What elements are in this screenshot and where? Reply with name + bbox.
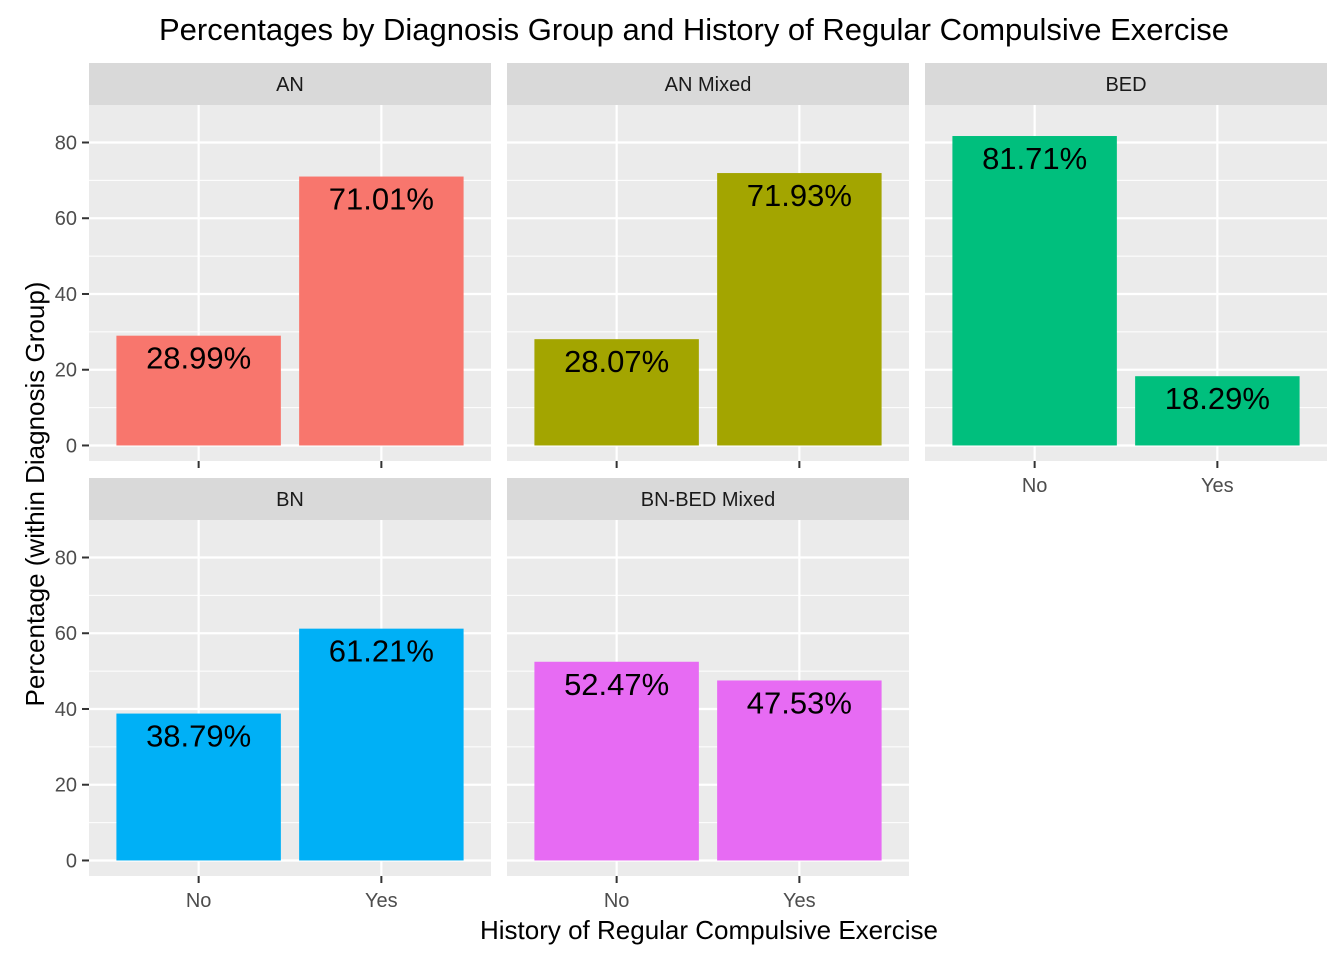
bar-no (116, 335, 281, 446)
bar-yes (717, 173, 882, 446)
bar-value-label: 18.29% (1165, 381, 1270, 416)
bar-no (116, 713, 281, 861)
y-tick-label: 20 (55, 775, 77, 797)
x-tick-label: No (186, 890, 212, 912)
panel-bed: BED 81.71% 18.29% No Yes (925, 63, 1327, 497)
bar-value-label: 71.01% (329, 182, 434, 217)
y-tick-label: 80 (55, 132, 77, 154)
strip-background (89, 478, 491, 520)
strip-label: BED (1105, 74, 1146, 96)
y-tick-label: 20 (55, 360, 77, 382)
bar-value-label: 52.47% (564, 667, 669, 702)
panel-bn: BN 38.79% 61.21% 0 20 40 60 80 No Yes (55, 478, 491, 912)
strip-background (507, 63, 909, 105)
panel-bn-bed-mixed: BN-BED Mixed 52.47% 47.53% No Yes (507, 478, 909, 912)
bar-value-label: 28.07% (564, 344, 669, 379)
strip-label: AN Mixed (665, 74, 752, 96)
y-tick-label: 80 (55, 547, 77, 569)
panel-an-mixed: AN Mixed 28.07% 71.93% (507, 63, 909, 468)
bar-value-label: 28.99% (146, 341, 251, 376)
bar-yes (717, 680, 882, 861)
x-tick-label: Yes (783, 890, 816, 912)
bar-yes (299, 176, 464, 446)
y-tick-label: 0 (66, 850, 77, 872)
bar-value-label: 38.79% (146, 719, 251, 754)
x-axis-title: History of Regular Compulsive Exercise (480, 915, 938, 945)
x-tick-label: Yes (365, 890, 398, 912)
x-tick-label: No (1022, 475, 1048, 497)
y-tick-label: 60 (55, 208, 77, 230)
strip-label: BN-BED Mixed (641, 489, 775, 511)
bar-yes (1135, 376, 1300, 446)
strip-label: BN (276, 489, 304, 511)
y-axis-title: Percentage (within Diagnosis Group) (20, 282, 50, 707)
strip-background (507, 478, 909, 520)
x-tick-label: No (604, 890, 630, 912)
bar-value-label: 61.21% (329, 634, 434, 669)
chart-title: Percentages by Diagnosis Group and Histo… (159, 12, 1229, 47)
x-tick-label: Yes (1201, 475, 1234, 497)
strip-background (925, 63, 1327, 105)
bar-no (534, 661, 699, 861)
strip-background (89, 63, 491, 105)
bar-value-label: 47.53% (747, 685, 852, 720)
strip-label: AN (276, 74, 304, 96)
y-tick-label: 40 (55, 699, 77, 721)
bar-value-label: 71.93% (747, 178, 852, 213)
panel-an: AN 28.99% 71.01% 0 20 40 60 80 (55, 63, 491, 468)
bar-no (534, 339, 699, 446)
y-tick-label: 60 (55, 623, 77, 645)
y-tick-label: 40 (55, 284, 77, 306)
facet-panels: AN 28.99% 71.01% 0 20 40 60 80 AN Mixed 28.07% 71.… (55, 63, 1327, 912)
y-tick-label: 0 (66, 435, 77, 457)
bar-no (952, 136, 1117, 446)
bar-yes (299, 628, 464, 861)
bar-value-label: 81.71% (982, 141, 1087, 176)
